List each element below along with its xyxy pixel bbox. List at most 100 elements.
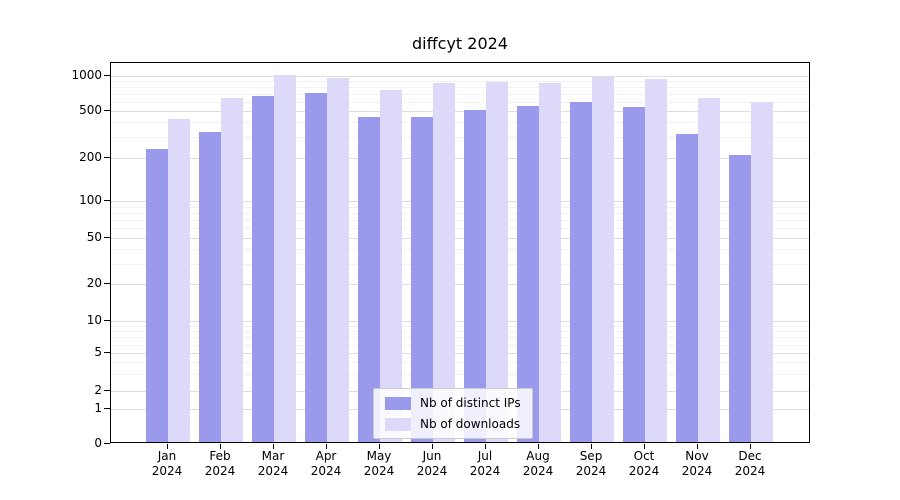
chart-title: diffcyt 2024	[412, 34, 508, 53]
minor-gridline	[111, 102, 809, 103]
x-tick-mark	[379, 444, 380, 449]
minor-gridline	[111, 137, 809, 138]
y-tick-label: 10	[86, 313, 102, 327]
y-tick-mark	[104, 283, 110, 284]
bar-distinct-ips	[570, 102, 592, 442]
x-tick-label: Aug 2024	[522, 449, 554, 478]
x-tick-mark	[750, 444, 751, 449]
y-tick-label: 0	[94, 436, 102, 450]
x-tick-mark	[697, 444, 698, 449]
minor-gridline	[111, 374, 809, 375]
y-tick-label: 2	[94, 383, 102, 397]
gridline	[111, 353, 809, 354]
y-tick-label: 100	[79, 193, 102, 207]
bar-downloads	[592, 76, 614, 442]
y-tick-mark	[104, 110, 110, 111]
x-tick-mark	[273, 444, 274, 449]
bar-distinct-ips	[676, 133, 698, 442]
minor-gridline	[111, 207, 809, 208]
x-tick-label: Sep 2024	[575, 449, 607, 478]
gridline	[111, 158, 809, 159]
bar-distinct-ips	[199, 131, 221, 442]
gridline	[111, 284, 809, 285]
x-tick-label: Jun 2024	[416, 449, 448, 478]
minor-gridline	[111, 220, 809, 221]
x-tick-mark	[326, 444, 327, 449]
plot-area: Nb of distinct IPs Nb of downloads	[110, 62, 810, 443]
bar-distinct-ips	[252, 95, 274, 442]
minor-gridline	[111, 264, 809, 265]
y-tick-label: 200	[79, 150, 102, 164]
x-tick-label: Mar 2024	[257, 449, 289, 478]
x-tick-label: Oct 2024	[628, 449, 660, 478]
legend-item: Nb of distinct IPs	[385, 396, 521, 410]
minor-gridline	[111, 345, 809, 346]
bar-downloads	[751, 101, 773, 442]
x-tick-label: Dec 2024	[734, 449, 766, 478]
y-tick-mark	[104, 390, 110, 391]
minor-gridline	[111, 337, 809, 338]
minor-gridline	[111, 122, 809, 123]
minor-gridline	[111, 326, 809, 327]
y-tick-label: 5	[94, 345, 102, 359]
bar-downloads	[380, 89, 402, 442]
gridline	[111, 201, 809, 202]
x-tick-mark	[644, 444, 645, 449]
y-tick-mark	[104, 157, 110, 158]
bar-downloads	[539, 82, 561, 442]
minor-gridline	[111, 94, 809, 95]
x-tick-label: Jul 2024	[469, 449, 501, 478]
y-tick-mark	[104, 75, 110, 76]
x-tick-label: Apr 2024	[310, 449, 342, 478]
bar-distinct-ips	[358, 116, 380, 442]
minor-gridline	[111, 228, 809, 229]
legend: Nb of distinct IPs Nb of downloads	[373, 388, 533, 439]
x-tick-mark	[485, 444, 486, 449]
legend-item: Nb of downloads	[385, 417, 521, 431]
bar-downloads	[168, 119, 190, 442]
x-tick-mark	[167, 444, 168, 449]
x-tick-mark	[220, 444, 221, 449]
y-tick-mark	[104, 352, 110, 353]
legend-label-downloads: Nb of downloads	[420, 417, 521, 431]
y-tick-label: 500	[79, 103, 102, 117]
gridline	[111, 111, 809, 112]
bar-downloads	[327, 77, 349, 442]
bar-distinct-ips	[729, 154, 751, 442]
bar-distinct-ips	[623, 107, 645, 442]
x-tick-mark	[538, 444, 539, 449]
x-tick-mark	[432, 444, 433, 449]
y-tick-label: 20	[86, 276, 102, 290]
x-tick-label: Nov 2024	[681, 449, 713, 478]
bar-distinct-ips	[411, 116, 433, 442]
minor-gridline	[111, 213, 809, 214]
gridline	[111, 321, 809, 322]
x-tick-label: Jan 2024	[151, 449, 183, 478]
bar-distinct-ips	[146, 148, 168, 442]
legend-label-distinct-ips: Nb of distinct IPs	[420, 396, 521, 410]
bar-downloads	[221, 98, 243, 442]
minor-gridline	[111, 362, 809, 363]
y-tick-mark	[104, 320, 110, 321]
minor-gridline	[111, 331, 809, 332]
gridline	[111, 76, 809, 77]
bar-distinct-ips	[305, 93, 327, 442]
x-tick-label: Feb 2024	[204, 449, 236, 478]
gridline	[111, 238, 809, 239]
legend-swatch-downloads	[385, 417, 411, 431]
y-tick-mark	[104, 237, 110, 238]
legend-swatch-distinct-ips	[385, 396, 411, 410]
y-tick-label: 50	[86, 230, 102, 244]
bar-downloads	[645, 78, 667, 442]
y-tick-mark	[104, 408, 110, 409]
x-tick-label: May 2024	[363, 449, 395, 478]
y-tick-label: 1	[94, 401, 102, 415]
minor-gridline	[111, 81, 809, 82]
y-tick-label: 1000	[71, 68, 102, 82]
minor-gridline	[111, 249, 809, 250]
bar-downloads	[698, 98, 720, 442]
y-tick-mark	[104, 443, 110, 444]
minor-gridline	[111, 87, 809, 88]
bar-downloads	[486, 81, 508, 442]
